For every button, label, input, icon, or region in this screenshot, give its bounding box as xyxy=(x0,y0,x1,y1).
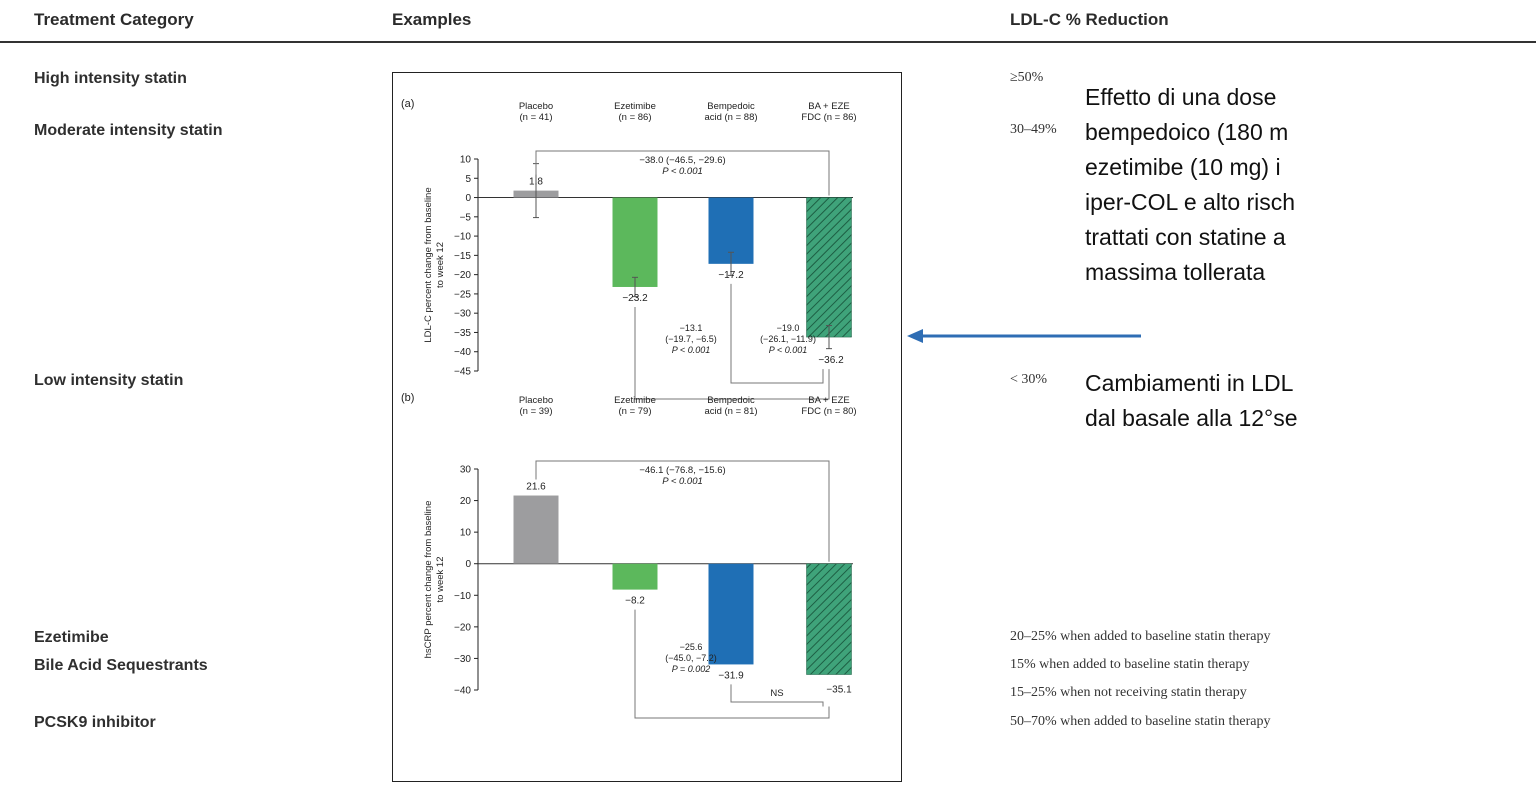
annotation-top-p: P < 0.001 xyxy=(662,476,703,487)
figure-svg: (a) Placebo(n = 41)Ezetimibe(n = 86)Bempe… xyxy=(401,98,857,719)
annotation-top: −46.1 (−76.8, −15.6) xyxy=(639,465,725,476)
category-label: acid (n = 81) xyxy=(704,406,757,417)
value-label: −36.2 xyxy=(818,355,844,366)
y-tick-label: 0 xyxy=(465,193,471,204)
y-tick-label: −20 xyxy=(454,270,471,281)
y-tick-label: 0 xyxy=(465,559,471,570)
bottom-bracket-inner xyxy=(730,684,824,707)
y-tick-label: −20 xyxy=(454,622,471,633)
y-tick-label: −35 xyxy=(454,328,471,339)
value-label: 1.8 xyxy=(529,177,543,188)
annotation-ezetimibe-fdc-ci: (−45.0, −7.2) xyxy=(665,653,717,663)
category-label: acid (n = 88) xyxy=(704,112,757,123)
reduction-bile-acid: 15% when added to baseline statin therap… xyxy=(1010,657,1250,672)
annotation-top: −38.0 (−46.5, −29.6) xyxy=(639,155,725,166)
category-low-intensity-statin: Low intensity statin xyxy=(34,372,184,389)
header-ldl-reduction: LDL-C % Reduction xyxy=(1010,10,1169,29)
category-label: (n = 86) xyxy=(618,112,651,123)
category-pcsk9-inhibitor: PCSK9 inhibitor xyxy=(34,714,156,731)
header-treatment-category: Treatment Category xyxy=(34,10,194,29)
y-tick-label: −45 xyxy=(454,367,471,378)
value-label: −35.1 xyxy=(826,685,852,696)
category-moderate-intensity-statin: Moderate intensity statin xyxy=(34,122,223,139)
y-tick-label: −5 xyxy=(460,212,472,223)
y-tick-label: −30 xyxy=(454,309,471,320)
value-label: −23.2 xyxy=(622,293,648,304)
y-axis-label-line2: to week 12 xyxy=(435,557,446,603)
reduction-pcsk9-with-statin: 50–70% when added to baseline statin the… xyxy=(1010,714,1271,729)
annotation-bempedoic-fdc-p: P < 0.001 xyxy=(769,345,807,355)
y-tick-label: 30 xyxy=(460,465,472,476)
value-label: −31.9 xyxy=(718,670,744,681)
category-label: Ezetimibe xyxy=(614,101,656,112)
y-tick-label: −25 xyxy=(454,289,471,300)
y-tick-label: −30 xyxy=(454,654,471,665)
category-high-intensity-statin: High intensity statin xyxy=(34,70,187,87)
annotation-ezetimibe-fdc: −13.1 xyxy=(680,323,703,333)
annotation-ezetimibe-fdc-p: P = 0.002 xyxy=(672,664,710,674)
category-label: FDC (n = 86) xyxy=(801,112,856,123)
bar-3 xyxy=(806,197,852,338)
value-label: −17.2 xyxy=(718,270,744,281)
bottom-bracket-outer xyxy=(634,306,830,400)
value-label: −8.2 xyxy=(625,596,645,607)
annotation-ezetimibe-fdc: −25.6 xyxy=(680,642,703,652)
reduction-pcsk9-no-statin: 15–25% when not receiving statin therapy xyxy=(1010,685,1247,700)
y-axis-label: LDL-C percent change from baseline xyxy=(423,187,434,342)
category-label: Ezetimibe xyxy=(614,395,656,406)
bar-1 xyxy=(612,563,658,590)
bottom-bracket-outer xyxy=(634,609,830,719)
category-label: BA + EZE xyxy=(808,101,849,112)
category-label: (n = 39) xyxy=(519,406,552,417)
category-ezetimibe: Ezetimibe xyxy=(34,629,109,646)
panel-label: (b) xyxy=(401,392,414,404)
top-bracket xyxy=(535,460,830,562)
category-label: Placebo xyxy=(519,395,553,406)
category-label: Bempedoic xyxy=(707,101,755,112)
panel-label: (a) xyxy=(401,98,414,110)
y-tick-label: −40 xyxy=(454,686,471,697)
category-label: (n = 79) xyxy=(618,406,651,417)
pointer-arrow xyxy=(907,329,1141,343)
y-tick-label: 20 xyxy=(460,496,472,507)
y-axis-label: hsCRP percent change from baseline xyxy=(423,501,434,659)
annotation-ezetimibe-fdc-p: P < 0.001 xyxy=(672,345,710,355)
y-tick-label: 10 xyxy=(460,155,472,166)
category-label: (n = 41) xyxy=(519,112,552,123)
y-tick-label: −10 xyxy=(454,591,471,602)
y-tick-label: 10 xyxy=(460,528,472,539)
reduction-low-intensity: < 30% xyxy=(1010,372,1048,387)
annotation-ns: NS xyxy=(770,688,783,699)
note-effect-text: Effetto di una dose bempedoico (180 m ez… xyxy=(1085,84,1296,285)
y-tick-label: −40 xyxy=(454,347,471,358)
y-axis-label-line2: to week 12 xyxy=(435,242,446,288)
y-tick-label: 5 xyxy=(465,174,471,185)
reduction-ezetimibe: 20–25% when added to baseline statin the… xyxy=(1010,629,1271,644)
category-label: Bempedoic xyxy=(707,395,755,406)
y-tick-label: −10 xyxy=(454,232,471,243)
y-tick-label: −15 xyxy=(454,251,471,262)
annotation-bempedoic-fdc-ci: (−26.1, −11.9) xyxy=(760,334,816,344)
category-label: Placebo xyxy=(519,101,553,112)
bottom-bracket-inner xyxy=(730,283,824,384)
category-label: BA + EZE xyxy=(808,395,849,406)
top-bracket xyxy=(535,150,830,196)
category-bile-acid-sequestrants: Bile Acid Sequestrants xyxy=(34,657,208,674)
annotation-bempedoic-fdc: −19.0 xyxy=(777,323,800,333)
bar-1 xyxy=(612,197,658,287)
note-ldl-change-text: Cambiamenti in LDL dal basale alla 12°se xyxy=(1085,370,1298,431)
header-examples: Examples xyxy=(392,10,472,29)
bar-3 xyxy=(806,563,852,675)
annotation-top-p: P < 0.001 xyxy=(662,166,703,177)
bar-0 xyxy=(513,495,559,564)
annotation-ezetimibe-fdc-ci: (−19.7, −6.5) xyxy=(665,334,717,344)
value-label: 21.6 xyxy=(526,482,546,493)
examples-figure: (a) Placebo (n = 41) Ezetimibe (n = 86) Bempe… xyxy=(392,72,902,782)
bar-2 xyxy=(708,563,754,665)
header-rule xyxy=(0,41,1536,43)
reduction-high-intensity: ≥50% xyxy=(1010,70,1044,85)
category-label: FDC (n = 80) xyxy=(801,406,856,417)
reduction-moderate-intensity: 30–49% xyxy=(1010,122,1057,137)
